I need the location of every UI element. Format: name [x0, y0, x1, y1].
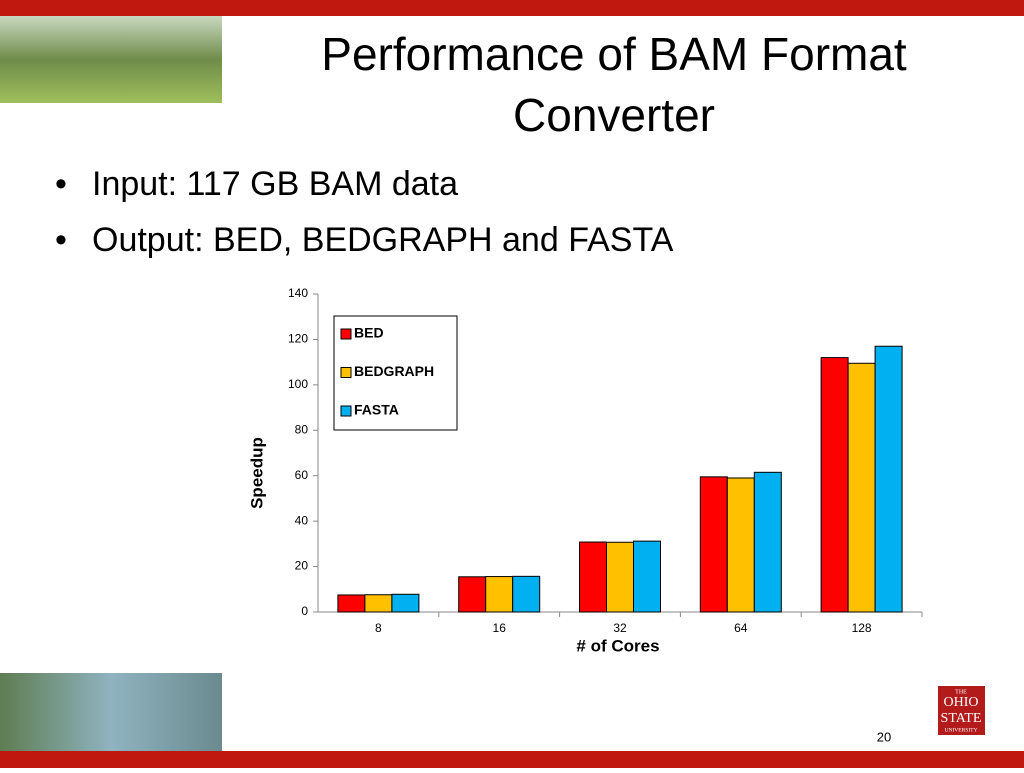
bar — [512, 575, 541, 613]
chart: 0 20 40 60 80 100 120 140 8 16 32 64 128 BED BEDGRAPH F… — [288, 286, 923, 635]
logo-text: THE — [955, 689, 967, 695]
legend-label: FASTA — [354, 402, 399, 418]
x-tick-label: 8 — [375, 621, 382, 635]
y-tick-label: 60 — [295, 468, 309, 482]
logo-text: UNIVERSITY — [945, 727, 978, 733]
legend-label: BED — [354, 325, 384, 341]
logo — [938, 686, 985, 735]
bar — [820, 357, 849, 613]
y-axis-label: Speedup — [247, 437, 266, 509]
bar — [847, 362, 876, 613]
bullet-dot: • — [55, 165, 67, 203]
logo-text: STATE — [941, 711, 982, 726]
bar — [606, 541, 634, 613]
bar — [391, 593, 420, 613]
bar — [753, 471, 782, 613]
bullet: Input: 117 GB BAM data — [92, 165, 458, 203]
bullet-dot: • — [55, 221, 67, 259]
y-tick-label: 40 — [295, 513, 309, 527]
y-tick-label: 80 — [295, 422, 309, 436]
bar — [874, 345, 903, 613]
bar — [364, 594, 393, 613]
slide-title: Performance of BAM Format — [321, 28, 907, 80]
bar — [337, 594, 366, 613]
bullet: Output: BED, BEDGRAPH and FASTA — [92, 221, 674, 259]
bar — [458, 576, 487, 613]
photo-numbers — [0, 673, 222, 751]
page-number: 20 — [877, 729, 891, 744]
legend-label: BEDGRAPH — [354, 363, 434, 379]
slide-title: Converter — [513, 89, 715, 141]
legend-swatch — [340, 367, 352, 378]
y-tick-label: 140 — [288, 286, 308, 300]
bottom-band — [0, 751, 1024, 768]
y-tick-label: 100 — [288, 377, 308, 391]
legend-swatch — [340, 405, 352, 417]
x-tick-label: 128 — [852, 621, 872, 635]
bar — [579, 541, 607, 613]
legend-swatch — [340, 328, 352, 340]
top-band — [0, 0, 1024, 16]
x-tick-label: 32 — [613, 621, 627, 635]
photo-park — [0, 16, 222, 103]
bar — [633, 540, 661, 613]
bar — [485, 576, 514, 613]
y-tick-label: 120 — [288, 332, 308, 346]
bar — [699, 476, 728, 613]
x-tick-label: 16 — [493, 621, 507, 635]
y-tick-label: 0 — [301, 604, 308, 618]
x-axis-label: # of Cores — [576, 636, 659, 655]
bar — [726, 477, 755, 613]
x-tick-label: 64 — [734, 621, 748, 635]
y-tick-label: 20 — [295, 559, 309, 573]
legend-box — [333, 315, 458, 431]
logo-text: OHIO — [944, 695, 979, 710]
